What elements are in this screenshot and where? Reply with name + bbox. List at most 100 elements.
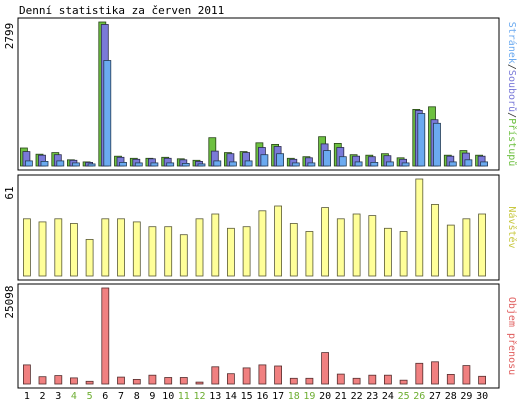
x-tick-label-19: 19 — [303, 391, 315, 402]
x-tick-label-21: 21 — [335, 391, 347, 402]
bar-bytes-objem-přenosu-day-30 — [478, 375, 487, 385]
x-tick-label-9: 9 — [149, 391, 155, 402]
x-tick-label-30: 30 — [476, 391, 488, 402]
bar-traffic-stránek-day-4 — [72, 162, 80, 167]
bar-traffic-stránek-day-20 — [323, 150, 332, 167]
chart-panels: 2799 Stránek/Souborů/Přístupů61Návštěv250… — [3, 17, 517, 389]
bar-visits-návštěv-day-14 — [226, 227, 235, 277]
bar-bytes-objem-přenosu-day-10 — [164, 377, 173, 385]
x-tick-label-24: 24 — [382, 391, 394, 402]
bar-traffic-stránek-day-16 — [260, 154, 269, 167]
panel-legend: Objem přenosu — [506, 297, 517, 375]
bar-visits-návštěv-day-26 — [415, 178, 424, 277]
bar-bytes-objem-přenosu-day-8 — [132, 378, 141, 385]
bar-traffic-stránek-day-5 — [87, 163, 96, 167]
bar-visits-návštěv-day-20 — [321, 207, 330, 277]
bar-visits-návštěv-day-3 — [54, 218, 63, 277]
bar-traffic-stránek-day-11 — [181, 162, 190, 167]
bar-traffic-stránek-day-6 — [103, 60, 112, 167]
bar-visits-návštěv-day-12 — [195, 218, 204, 277]
panel-visits: 61 Návštěv — [3, 174, 517, 281]
bar-bytes-objem-přenosu-day-24 — [383, 374, 392, 385]
bar-bytes-objem-přenosu-day-2 — [38, 376, 47, 385]
bar-bytes-objem-přenosu-day-3 — [54, 375, 63, 385]
legend-part-0: Návštěv — [506, 206, 517, 248]
bar-bytes-objem-přenosu-day-20 — [321, 352, 330, 385]
bar-traffic-stránek-day-26 — [417, 113, 426, 167]
x-tick-label-29: 29 — [460, 391, 472, 402]
chart-title: Denní statistika za červen 2011 — [19, 4, 224, 17]
bar-traffic-stránek-day-3 — [56, 160, 65, 167]
legend-part-0: Stránek — [506, 22, 517, 64]
x-tick-label-11: 11 — [178, 391, 190, 402]
bar-traffic-stránek-day-30 — [480, 161, 489, 167]
legend-part-3: / — [506, 112, 517, 118]
bar-visits-návštěv-day-9 — [148, 226, 157, 277]
panel-legend: Návštěv — [506, 206, 517, 248]
bar-traffic-stránek-day-1 — [24, 160, 33, 167]
bar-traffic-stránek-day-29 — [464, 159, 473, 167]
bar-traffic-stránek-day-21 — [338, 156, 347, 167]
y-max-label: 25098 — [3, 285, 16, 318]
x-tick-label-22: 22 — [351, 391, 363, 402]
bar-visits-návštěv-day-22 — [352, 213, 361, 277]
legend-part-2: Souborů — [506, 70, 517, 112]
bar-visits-návštěv-day-30 — [478, 213, 487, 277]
bar-bytes-objem-přenosu-day-25 — [399, 379, 408, 385]
bar-visits-návštěv-day-7 — [117, 218, 125, 277]
x-tick-label-12: 12 — [193, 391, 205, 402]
x-tick-label-20: 20 — [319, 391, 331, 402]
x-tick-label-1: 1 — [24, 391, 30, 402]
bar-traffic-stránek-day-2 — [40, 160, 49, 167]
x-tick-label-13: 13 — [209, 391, 221, 402]
panel-bytes: 25098 Objem přenosu — [3, 283, 517, 389]
bar-bytes-objem-přenosu-day-26 — [415, 362, 424, 385]
bar-visits-návštěv-day-4 — [70, 223, 78, 277]
bar-traffic-stránek-day-8 — [134, 162, 143, 167]
bar-traffic-stránek-day-27 — [433, 122, 441, 167]
panel-legend: Stránek/Souborů/Přístupů — [506, 22, 517, 167]
bar-bytes-objem-přenosu-day-9 — [148, 374, 157, 385]
x-tick-label-8: 8 — [134, 391, 140, 402]
bar-bytes-objem-přenosu-day-18 — [289, 377, 298, 385]
bar-bytes-objem-přenosu-day-28 — [446, 373, 455, 385]
x-tick-label-14: 14 — [225, 391, 237, 402]
bar-traffic-stránek-day-7 — [119, 161, 127, 167]
bar-visits-návštěv-day-29 — [462, 218, 471, 277]
bar-bytes-objem-přenosu-day-21 — [336, 373, 345, 385]
bar-visits-návštěv-day-15 — [242, 226, 251, 277]
legend-part-1: / — [506, 64, 517, 70]
x-tick-label-27: 27 — [429, 391, 441, 402]
bar-visits-návštěv-day-21 — [336, 218, 345, 277]
bar-traffic-stránek-day-28 — [448, 161, 457, 167]
bar-traffic-stránek-day-12 — [197, 163, 206, 167]
bar-visits-návštěv-day-16 — [258, 210, 267, 277]
x-tick-label-17: 17 — [272, 391, 284, 402]
bar-bytes-objem-přenosu-day-27 — [431, 361, 439, 385]
x-tick-label-23: 23 — [366, 391, 378, 402]
legend-part-0: Objem přenosu — [506, 297, 517, 375]
bar-visits-návštěv-day-2 — [38, 221, 47, 277]
bar-bytes-objem-přenosu-day-17 — [274, 365, 283, 385]
bar-bytes-objem-přenosu-day-1 — [22, 364, 31, 385]
bar-visits-návštěv-day-1 — [22, 218, 31, 277]
bar-traffic-stránek-day-22 — [354, 161, 363, 167]
bar-bytes-objem-přenosu-day-5 — [85, 380, 94, 385]
x-tick-label-6: 6 — [102, 391, 108, 402]
bar-visits-návštěv-day-18 — [289, 223, 298, 277]
bar-traffic-stránek-day-15 — [244, 160, 253, 167]
bar-traffic-stránek-day-24 — [385, 161, 394, 167]
x-tick-label-15: 15 — [241, 391, 253, 402]
x-tick-label-18: 18 — [288, 391, 300, 402]
bar-visits-návštěv-day-10 — [164, 226, 173, 277]
bar-bytes-objem-přenosu-day-11 — [179, 377, 188, 385]
bar-visits-návštěv-day-17 — [274, 205, 283, 277]
x-axis-labels: 1 2 3 4 5 6 7 8 9 10 11 12 13 14 15 16 17 18 19 20 21 22 23 24 2… — [24, 391, 488, 402]
panel-traffic: 2799 Stránek/Souborů/Přístupů — [3, 17, 517, 171]
bar-traffic-stránek-day-23 — [370, 161, 379, 167]
bar-bytes-objem-přenosu-day-22 — [352, 377, 361, 385]
bar-bytes-objem-přenosu-day-16 — [258, 364, 267, 385]
bar-visits-návštěv-day-6 — [101, 218, 110, 277]
bar-visits-návštěv-day-8 — [132, 221, 141, 277]
bar-bytes-objem-přenosu-day-15 — [242, 367, 251, 385]
